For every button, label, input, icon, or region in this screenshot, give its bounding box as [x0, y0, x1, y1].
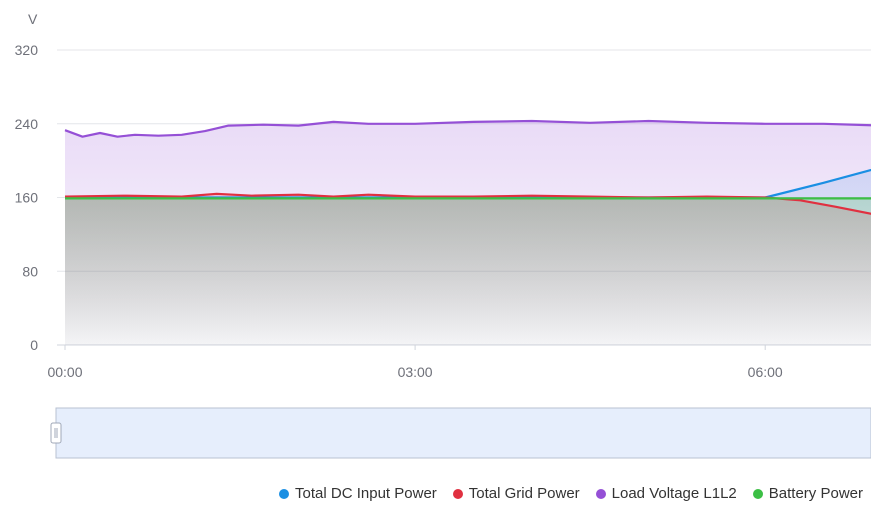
legend-item-total-grid-power[interactable]: Total Grid Power	[452, 485, 580, 502]
legend-marker	[752, 488, 763, 499]
series-line	[64, 119, 871, 138]
legend-marker	[279, 488, 290, 499]
legend-item-load-voltage-l1l2[interactable]: Load Voltage L1L2	[595, 485, 737, 502]
x-tick-label: 00:00	[47, 364, 82, 380]
y-tick-label: 80	[22, 263, 38, 279]
legend-marker	[452, 488, 463, 499]
x-tick-label: 06:00	[748, 364, 783, 380]
series-line	[65, 168, 871, 199]
y-tick-label: 0	[30, 337, 38, 353]
chart-legend: Total DC Input Power Total Grid Power Lo…	[279, 485, 863, 502]
y-tick-label: 160	[15, 190, 39, 206]
legend-label: Total Grid Power	[468, 485, 580, 502]
zoom-handle	[50, 422, 62, 444]
y-tick-label: 240	[15, 116, 39, 132]
legend-label: Load Voltage L1L2	[611, 485, 737, 502]
x-tick-label: 03:00	[398, 364, 433, 380]
legend-item-total-dc-input-power[interactable]: Total DC Input Power	[279, 485, 437, 502]
legend-label: Battery Power	[768, 485, 863, 502]
legend-marker	[595, 488, 606, 499]
legend-label: Total DC Input Power	[295, 485, 437, 502]
series-line	[64, 192, 871, 215]
y-tick-label: 320	[15, 42, 39, 58]
series-area	[65, 198, 871, 345]
zoom-slider	[55, 407, 871, 459]
y-axis-label: V	[28, 11, 38, 27]
legend-item-battery-power[interactable]: Battery Power	[752, 485, 863, 502]
